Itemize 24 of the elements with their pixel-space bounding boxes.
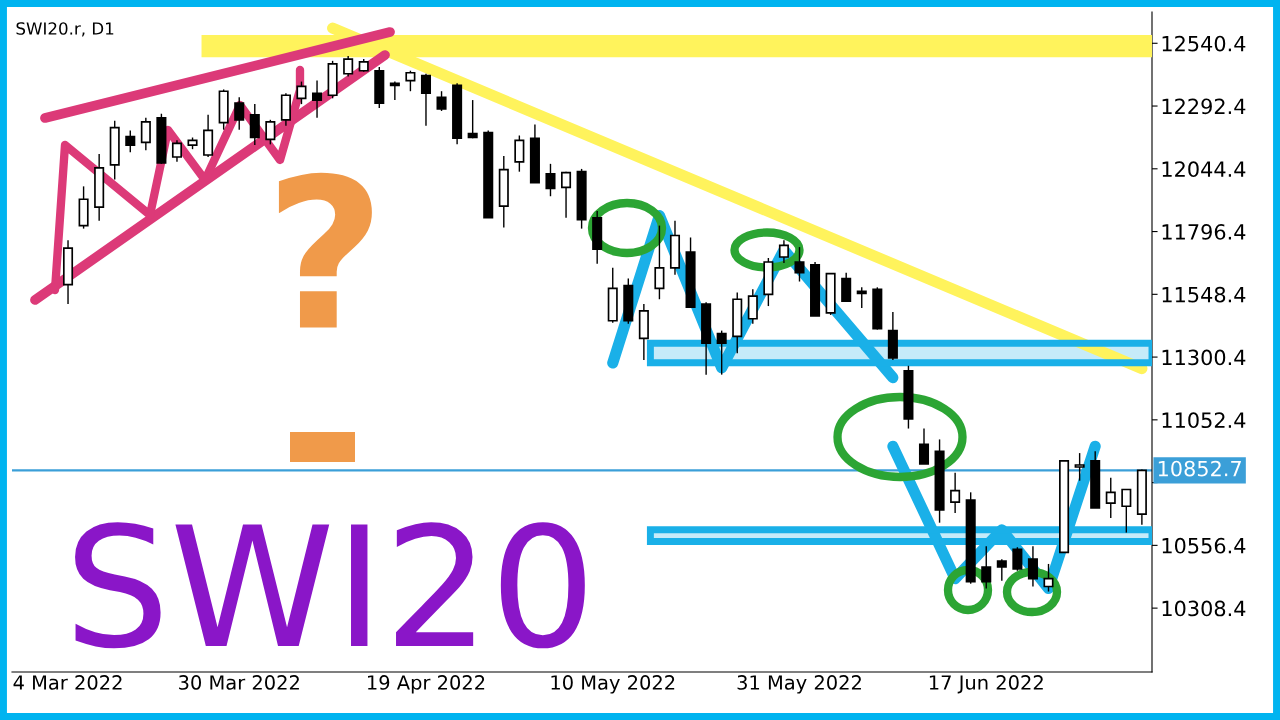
annotation: ? [278,172,372,328]
candlestick [950,472,961,514]
y-tick-label: 12292.4 [1162,98,1246,115]
y-tick-label: 12540.4 [1162,35,1246,52]
y-tick-label: 11300.4 [1162,349,1246,366]
candlestick [420,73,432,126]
x-tick-label: 10 May 2022 [551,675,675,694]
x-tick-label: 19 Apr 2022 [368,675,485,694]
candlestick [312,80,323,118]
y-tick-label: 10556.4 [1162,537,1246,554]
annotation: SWI20 [75,522,585,649]
x-tick-label: 17 Jun 2022 [929,675,1043,694]
x-tick-label: 30 Mar 2022 [179,675,299,690]
candlestick [561,171,572,218]
y-tick-label: 11796.4 [1162,224,1246,240]
y-tick-label: 12044.4 [1162,161,1246,178]
y-tick-label: 11052.4 [1162,412,1246,429]
text: SWI20.r, D1 [16,22,114,37]
y-tick-label: 11548.4 [1162,286,1246,303]
candlestick [996,559,1007,581]
x-tick-label: 31 May 2022 [737,675,861,694]
ref-line-label: 10852.7 [1158,460,1241,477]
y-tick-label: 10308.4 [1162,600,1246,617]
x-tick-label: 4 Mar 2022 [13,675,122,690]
